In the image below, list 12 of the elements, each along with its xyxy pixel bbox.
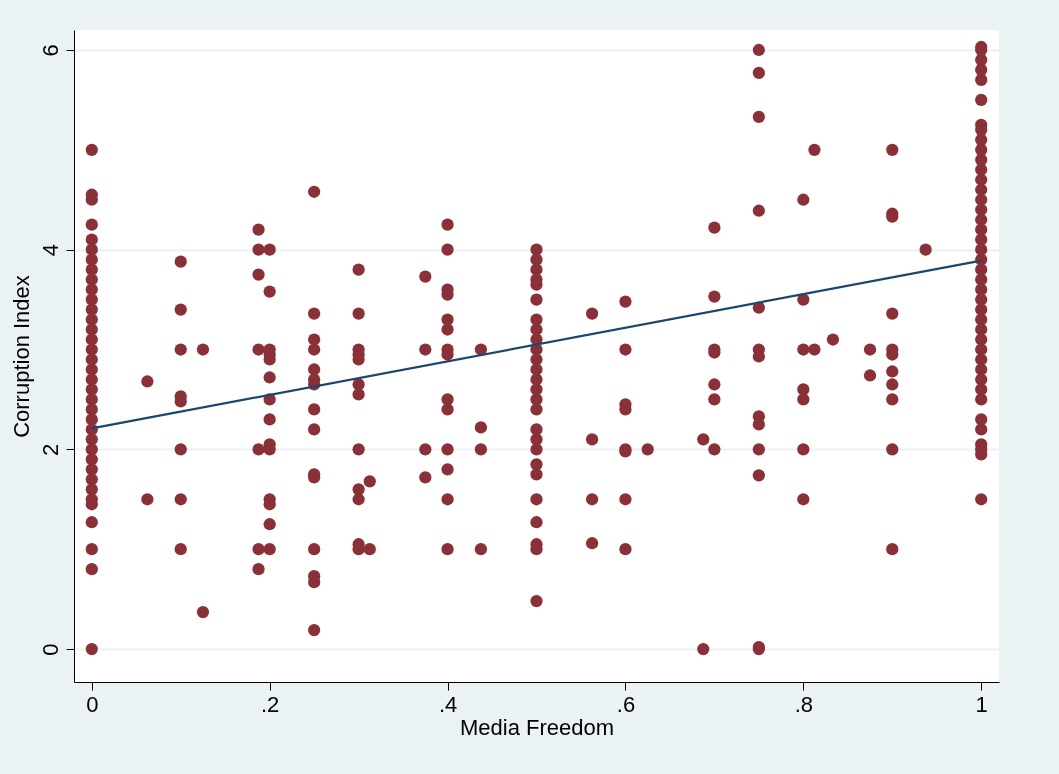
x-tick-label: .2 [260,691,280,717]
y-tick-label: 2 [37,443,63,456]
y-tick-label: 4 [37,244,63,257]
x-axis-title: Media Freedom [459,714,615,740]
x-tick-label: .6 [616,691,636,717]
y-tick-label: 0 [37,643,63,656]
x-tick-label: .4 [438,691,458,717]
x-tick-label: .8 [794,691,814,717]
x-tick-label: 1 [975,691,988,717]
y-axis-title: Corruption Index [8,275,34,438]
y-tick-label: 6 [37,44,63,57]
x-tick-label: 0 [86,691,99,717]
